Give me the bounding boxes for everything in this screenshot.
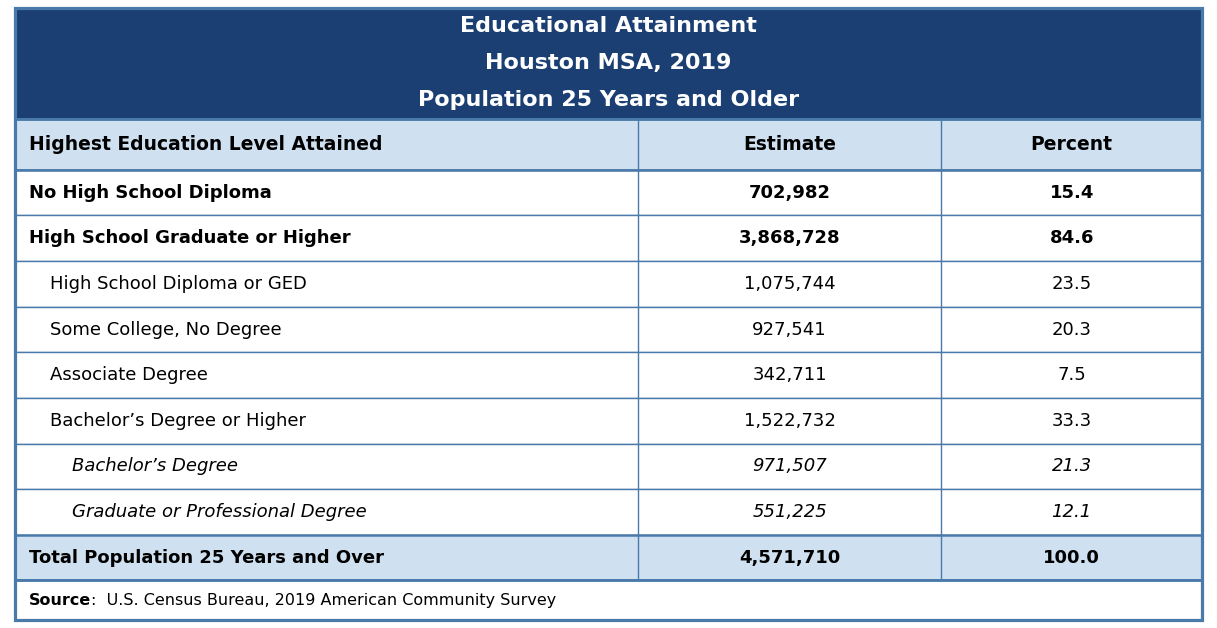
Text: Graduate or Professional Degree: Graduate or Professional Degree <box>72 503 366 521</box>
Text: Bachelor’s Degree: Bachelor’s Degree <box>72 457 237 475</box>
Bar <box>15 261 1202 306</box>
Text: 21.3: 21.3 <box>1051 457 1092 475</box>
Bar <box>15 489 1202 534</box>
Text: Estimate: Estimate <box>744 135 836 154</box>
Text: Percent: Percent <box>1031 135 1112 154</box>
Bar <box>15 398 1202 443</box>
Text: Educational Attainment: Educational Attainment <box>460 16 757 36</box>
Text: Source: Source <box>29 593 91 608</box>
Text: 342,711: 342,711 <box>752 366 826 384</box>
Bar <box>15 8 1202 119</box>
Bar <box>15 580 1202 620</box>
Text: 4,571,710: 4,571,710 <box>739 548 840 566</box>
Text: 927,541: 927,541 <box>752 320 826 338</box>
Text: No High School Diploma: No High School Diploma <box>29 184 271 202</box>
Bar <box>15 170 1202 215</box>
Text: Associate Degree: Associate Degree <box>50 366 208 384</box>
Text: Population 25 Years and Older: Population 25 Years and Older <box>417 90 800 111</box>
Text: 23.5: 23.5 <box>1051 275 1092 293</box>
Text: 33.3: 33.3 <box>1051 412 1092 430</box>
Bar <box>15 119 1202 170</box>
Text: Total Population 25 Years and Over: Total Population 25 Years and Over <box>29 548 383 566</box>
Bar <box>15 534 1202 580</box>
Text: Houston MSA, 2019: Houston MSA, 2019 <box>486 53 731 73</box>
Text: 971,507: 971,507 <box>752 457 828 475</box>
Text: Bachelor’s Degree or Higher: Bachelor’s Degree or Higher <box>50 412 307 430</box>
Text: 20.3: 20.3 <box>1051 320 1092 338</box>
Text: 84.6: 84.6 <box>1049 229 1094 247</box>
Bar <box>15 352 1202 398</box>
Text: 1,075,744: 1,075,744 <box>744 275 835 293</box>
Text: 15.4: 15.4 <box>1049 184 1094 202</box>
Text: 100.0: 100.0 <box>1043 548 1100 566</box>
Text: High School Diploma or GED: High School Diploma or GED <box>50 275 307 293</box>
Text: 702,982: 702,982 <box>748 184 831 202</box>
Text: High School Graduate or Higher: High School Graduate or Higher <box>29 229 350 247</box>
Bar <box>15 443 1202 489</box>
Text: 551,225: 551,225 <box>752 503 828 521</box>
Text: 1,522,732: 1,522,732 <box>744 412 836 430</box>
Text: Some College, No Degree: Some College, No Degree <box>50 320 282 338</box>
Text: Highest Education Level Attained: Highest Education Level Attained <box>29 135 382 154</box>
Bar <box>15 215 1202 261</box>
Text: 3,868,728: 3,868,728 <box>739 229 841 247</box>
Bar <box>15 306 1202 352</box>
Text: :  U.S. Census Bureau, 2019 American Community Survey: : U.S. Census Bureau, 2019 American Comm… <box>91 593 556 608</box>
Text: 7.5: 7.5 <box>1058 366 1086 384</box>
Text: 12.1: 12.1 <box>1051 503 1092 521</box>
